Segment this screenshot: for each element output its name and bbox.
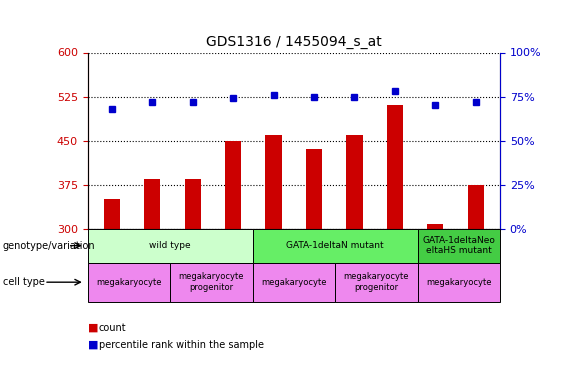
Title: GDS1316 / 1455094_s_at: GDS1316 / 1455094_s_at <box>206 35 382 49</box>
Text: GATA-1deltaNeo
eltaHS mutant: GATA-1deltaNeo eltaHS mutant <box>423 236 495 255</box>
Bar <box>387 105 403 229</box>
Bar <box>144 179 160 229</box>
Text: percentile rank within the sample: percentile rank within the sample <box>99 340 264 350</box>
Bar <box>306 149 322 229</box>
Text: ■: ■ <box>88 340 98 350</box>
Bar <box>346 135 363 229</box>
Bar <box>427 224 444 229</box>
Text: cell type: cell type <box>3 277 45 287</box>
Text: GATA-1deltaN mutant: GATA-1deltaN mutant <box>286 241 384 250</box>
Text: megakaryocyte: megakaryocyte <box>96 278 162 286</box>
Text: megakaryocyte
progenitor: megakaryocyte progenitor <box>179 273 244 292</box>
Text: megakaryocyte
progenitor: megakaryocyte progenitor <box>344 273 409 292</box>
Text: ■: ■ <box>88 323 98 333</box>
Text: genotype/variation: genotype/variation <box>3 241 95 250</box>
Bar <box>468 185 484 229</box>
Text: megakaryocyte: megakaryocyte <box>426 278 492 286</box>
Text: count: count <box>99 323 127 333</box>
Bar <box>225 141 241 229</box>
Bar <box>104 200 120 229</box>
Text: megakaryocyte: megakaryocyte <box>261 278 327 286</box>
Bar <box>266 135 282 229</box>
Text: wild type: wild type <box>149 241 191 250</box>
Bar <box>185 179 201 229</box>
